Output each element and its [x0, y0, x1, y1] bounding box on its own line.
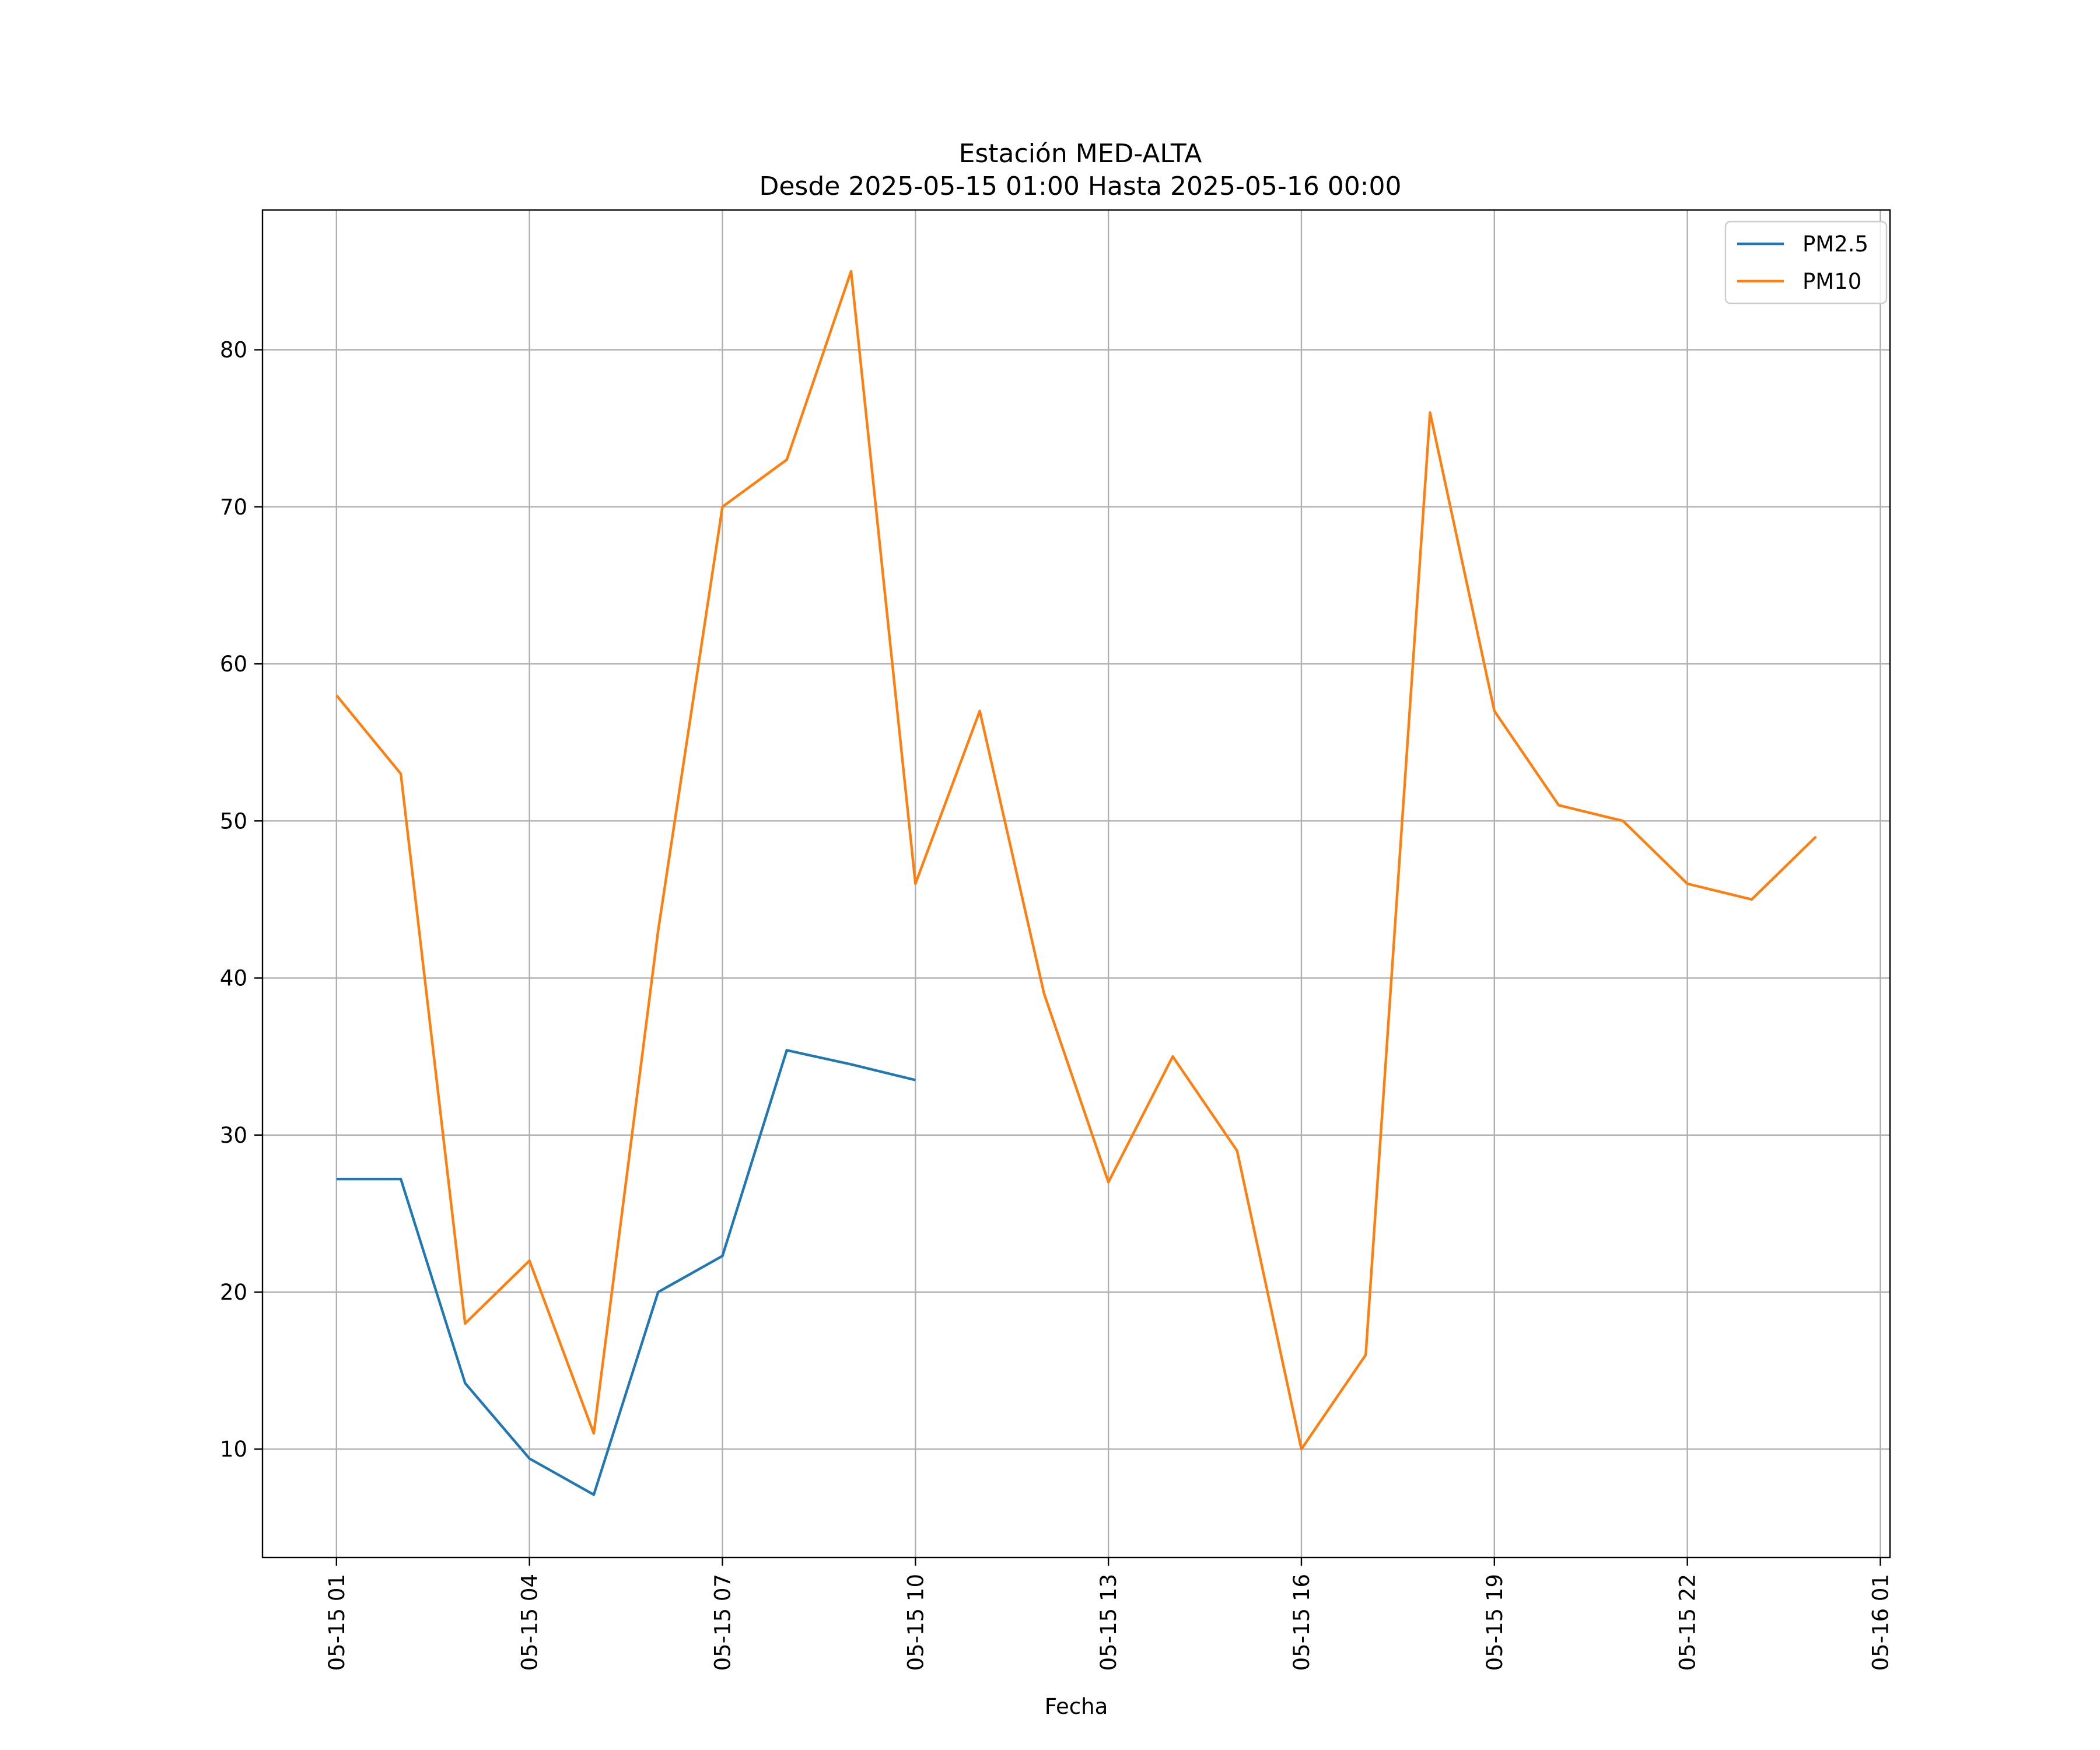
- x-tick-label: 05-15 22: [1675, 1574, 1700, 1671]
- plot-frame: [261, 209, 1891, 1559]
- series-line-pm10: [335, 270, 1817, 1451]
- x-tick-label: 05-15 19: [1482, 1574, 1507, 1671]
- y-tick-label: 70: [220, 495, 247, 520]
- y-tick-label: 60: [220, 652, 247, 677]
- grid: [262, 210, 1890, 1558]
- x-tick-label: 05-15 01: [324, 1574, 349, 1671]
- y-axis: 10 20 30 40 50 60 70 80: [220, 338, 262, 1462]
- x-tick-label: 05-15 10: [903, 1574, 928, 1671]
- chart-title: Estación MED-ALTA: [959, 139, 1202, 169]
- y-tick-label: 30: [220, 1123, 247, 1148]
- x-axis: 05-15 01 05-15 04 05-15 07 05-15 10 05-15 13…: [324, 1558, 1893, 1671]
- y-tick-label: 40: [220, 966, 247, 991]
- chart-subtitle: Desde 2025-05-15 01:00 Hasta 2025-05-16 …: [759, 172, 1401, 201]
- legend-label-pm25: PM2.5: [1803, 232, 1868, 257]
- x-tick-label: 05-15 04: [517, 1574, 542, 1671]
- y-tick-label: 80: [220, 338, 247, 363]
- x-tick-label: 05-15 13: [1096, 1574, 1121, 1671]
- series-group: [335, 270, 1817, 1496]
- series-line-pm25: [336, 1049, 916, 1496]
- legend-label-pm10: PM10: [1803, 269, 1861, 294]
- y-tick-label: 10: [220, 1437, 247, 1462]
- x-tick-label: 05-15 16: [1289, 1574, 1314, 1671]
- x-axis-label: Fecha: [1045, 1694, 1108, 1719]
- y-tick-label: 20: [220, 1280, 247, 1305]
- x-tick-label: 05-16 01: [1868, 1574, 1893, 1671]
- legend-box: [1724, 220, 1888, 304]
- x-tick-label: 05-15 07: [710, 1574, 735, 1671]
- legend: PM2.5 PM10: [1724, 220, 1888, 304]
- y-tick-label: 50: [220, 808, 247, 834]
